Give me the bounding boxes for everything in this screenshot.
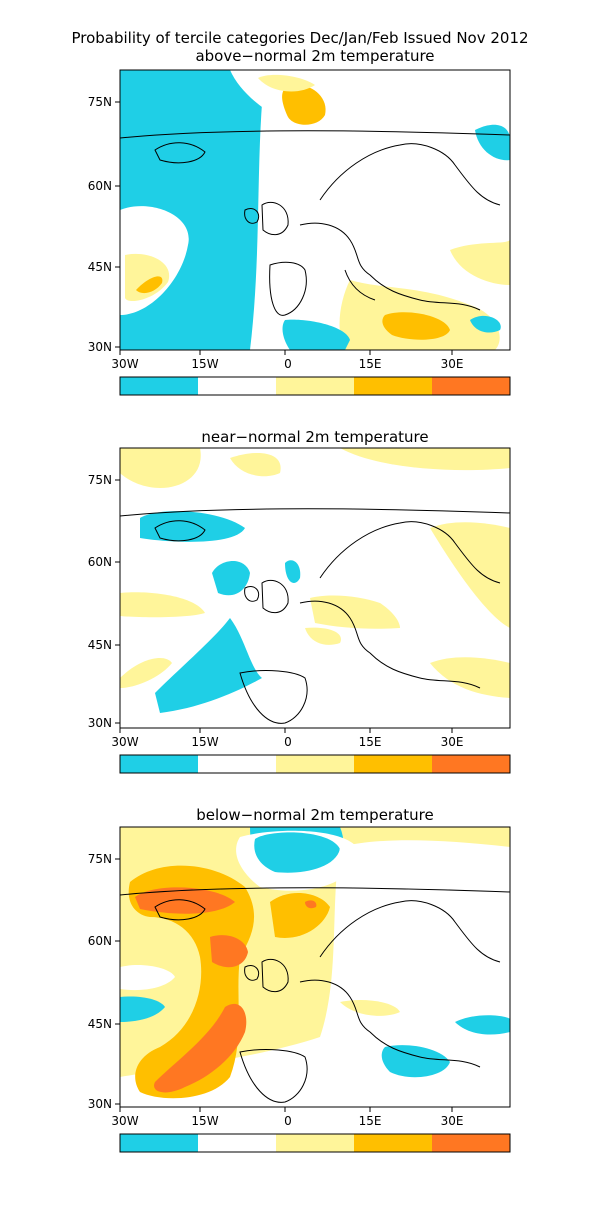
yellow-anomaly-northwest [120, 448, 201, 488]
lon-tick-label: 30E [441, 357, 464, 371]
map-border [119, 826, 511, 1108]
yellow-anomaly-east [450, 240, 510, 285]
coastlines [119, 887, 511, 1103]
lon-tick-label: 30W [111, 357, 138, 371]
colorbar-above: 20 40 60 80 [119, 376, 511, 396]
colorbar-bin [276, 377, 354, 395]
colorbar-bin [354, 377, 432, 395]
lon-tick-label: 15E [359, 1114, 382, 1128]
yellow-anomaly-north [258, 74, 315, 92]
lat-tick-label: 75N [88, 473, 112, 487]
colorbar-bin [432, 755, 510, 773]
map-border [119, 447, 511, 729]
cyan-anomaly-east [455, 1015, 510, 1035]
lat-tick-label: 60N [88, 934, 112, 948]
lat-tick-label: 45N [88, 1017, 112, 1031]
map-frame-near [119, 447, 511, 729]
lon-tick-label: 0 [284, 1114, 292, 1128]
figure-title: Probability of tercile categories Dec/Ja… [71, 29, 529, 47]
colorbar-bin [120, 1134, 198, 1152]
lat-tick-label: 30N [88, 716, 112, 730]
lat-tick-label: 30N [88, 1097, 112, 1111]
lon-tick-label: 30W [111, 1114, 138, 1128]
lat-tick-label: 75N [88, 95, 112, 109]
coastlines [119, 130, 511, 316]
axis-ticks-above [115, 101, 453, 355]
colorbar-bin [120, 755, 198, 773]
orange-anomaly-atlantic [136, 276, 163, 294]
lon-tick-label: 30E [441, 735, 464, 749]
map-panel-near: 30W 15W 0 15E 30E 75N 60N 45N 30N 20 40 … [88, 447, 511, 774]
cyan-anomaly-mediterranean [381, 1045, 450, 1078]
colorbar-bin [198, 755, 276, 773]
colorbar-border [119, 754, 511, 774]
lon-tick-label: 15W [191, 735, 218, 749]
cyan-anomaly-iberia [282, 319, 350, 350]
yellow-anomaly-west [120, 658, 172, 688]
axis-ticks-below [115, 858, 453, 1112]
lon-tick-label: 30W [111, 735, 138, 749]
coastlines [119, 508, 511, 724]
colorbar-near: 20 40 60 80 [119, 754, 511, 774]
white-anomaly-atlantic [120, 965, 175, 991]
colorbar-bin [276, 1134, 354, 1152]
white-region-europe [120, 840, 510, 1107]
yellow-anomaly-north [230, 453, 281, 477]
panel-title-below: below−normal 2m temperature [196, 806, 434, 824]
lat-tick-label: 60N [88, 555, 112, 569]
panel-title-near: near−normal 2m temperature [201, 428, 429, 446]
map-panel-below: 30W 15W 0 15E 30E 75N 60N 45N 30N 20 40 … [88, 826, 511, 1153]
yellow-anomaly-alps [305, 627, 341, 645]
axis-ticks-near [115, 479, 453, 733]
colorbar-bin [198, 377, 276, 395]
colorbar-bin [198, 1134, 276, 1152]
colorbar-border [119, 376, 511, 396]
cyan-anomaly-northsea [212, 560, 250, 596]
orange-anomaly-mediterranean [382, 312, 450, 340]
colorbar-bin [354, 1134, 432, 1152]
yellow-anomaly-northeast [340, 448, 510, 471]
lon-tick-label: 0 [284, 357, 292, 371]
lon-tick-label: 30E [441, 1114, 464, 1128]
colorbar-bin [432, 377, 510, 395]
lat-tick-label: 75N [88, 852, 112, 866]
map-frame-below [119, 826, 511, 1108]
cyan-anomaly-atlantic [120, 996, 165, 1022]
red-anomaly-northsea [210, 935, 248, 968]
colorbar-bin [432, 1134, 510, 1152]
yellow-anomaly-atlantic [125, 253, 170, 302]
panel-title-above: above−normal 2m temperature [195, 47, 435, 65]
lat-tick-label: 45N [88, 638, 112, 652]
red-anomaly-biscay [154, 1003, 247, 1093]
lon-tick-label: 15E [359, 735, 382, 749]
map-panel-above: 30W 15W 0 15E 30E 75N 60N 45N 30N 20 40 … [88, 69, 511, 396]
cyan-anomaly-biscay [155, 618, 262, 713]
lon-tick-label: 15W [191, 1114, 218, 1128]
map-border [119, 69, 511, 351]
colorbar-below: 20 40 60 80 [119, 1133, 511, 1153]
orange-anomaly-north [282, 85, 326, 125]
cyan-anomaly-east [470, 315, 501, 333]
cyan-anomaly-iceland [140, 511, 245, 542]
lat-tick-label: 45N [88, 260, 112, 274]
lon-tick-label: 0 [284, 735, 292, 749]
lon-tick-label: 15W [191, 357, 218, 371]
cyan-anomaly-north-core [254, 832, 340, 873]
colorbar-bin [276, 755, 354, 773]
land-region-white [250, 70, 510, 350]
map-frame-above [119, 69, 511, 351]
colorbar-bin [354, 755, 432, 773]
lat-tick-label: 60N [88, 179, 112, 193]
yellow-anomaly-alps [340, 1000, 400, 1016]
colorbar-bin [120, 377, 198, 395]
colorbar-border [119, 1133, 511, 1153]
red-anomaly-norwegian [305, 900, 317, 909]
lon-tick-label: 15E [359, 357, 382, 371]
yellow-anomaly-blacksea [430, 657, 510, 698]
lat-tick-label: 30N [88, 340, 112, 354]
yellow-anomaly-russia [430, 522, 510, 628]
yellow-anomaly-atlantic [120, 592, 205, 618]
cyan-anomaly-norway [285, 560, 301, 583]
